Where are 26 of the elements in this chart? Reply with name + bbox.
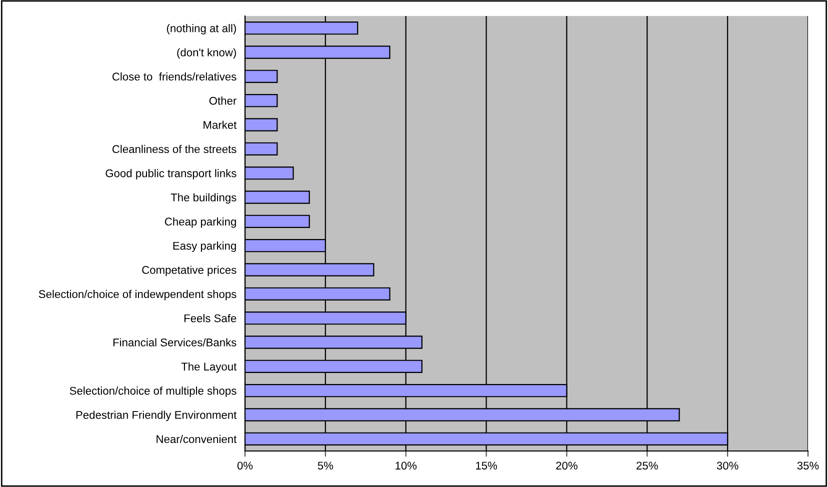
y-tick-label: Feels Safe	[184, 314, 236, 322]
y-tick-label: Competative prices	[142, 266, 236, 276]
x-tick-label: 25%	[636, 462, 658, 470]
y-tick-label: Selection/choice of multiple shops	[70, 386, 236, 397]
x-tick-label: 30%	[716, 462, 738, 470]
y-tick-label: (don't know)	[177, 48, 236, 59]
y-tick-label: Selection/choice of indewpendent shops	[38, 290, 236, 300]
y-tick-label: Near/convenient	[156, 434, 237, 444]
y-tick-label: The Layout	[181, 362, 237, 373]
y-tick-label: Cleanliness of the streets	[112, 144, 236, 154]
x-tick-label: 5%	[318, 462, 334, 470]
y-tick-label: The buildings	[170, 193, 236, 204]
x-tick-label: 35%	[797, 462, 819, 470]
y-tick-label: Cheap parking	[164, 217, 236, 228]
y-tick-label: Good public transport links	[106, 169, 236, 180]
y-tick-label: (nothing at all)	[166, 24, 236, 34]
x-tick-label: 10%	[396, 462, 417, 470]
y-tick-label: Close to friends/relatives	[112, 72, 236, 81]
y-tick-label: Pedestrian Friendly Environment	[76, 410, 237, 422]
y-tick-label: Financial Services/Banks	[113, 338, 236, 346]
x-tick-label: 15%	[476, 462, 498, 470]
y-tick-label: Other	[209, 96, 236, 105]
x-tick-label: 20%	[556, 462, 578, 470]
y-tick-label: Easy parking	[173, 242, 236, 252]
y-tick-label: Market	[204, 120, 237, 129]
x-tick-label: 0%	[237, 462, 253, 470]
